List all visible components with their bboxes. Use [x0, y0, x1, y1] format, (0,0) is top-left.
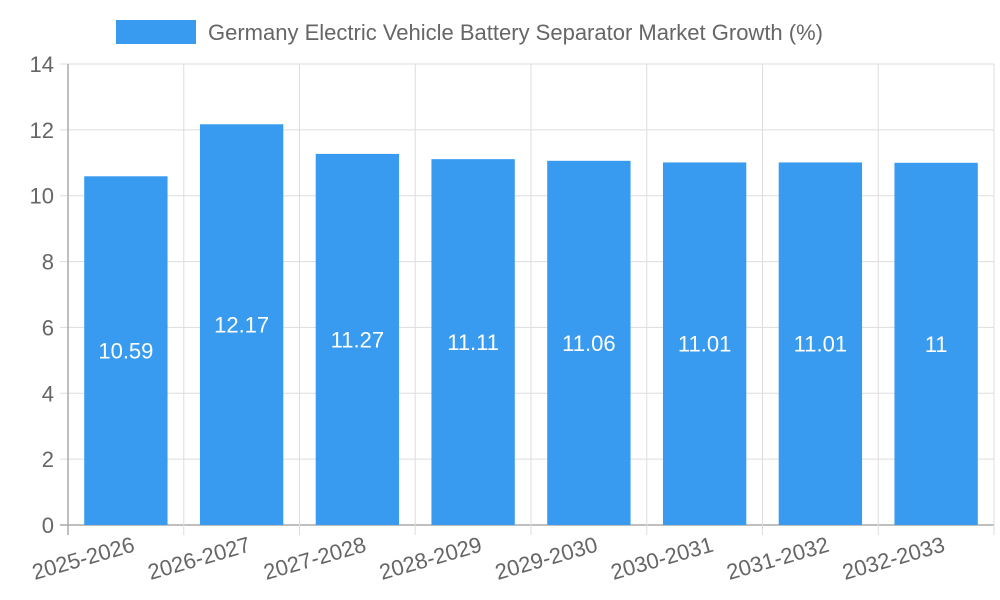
bar[interactable] — [84, 176, 168, 525]
x-tick-label: 2030-2031 — [608, 532, 716, 585]
bar-value-label: 11.01 — [794, 332, 847, 357]
bar-value-label: 11.06 — [562, 331, 615, 356]
x-tick-label: 2025-2026 — [29, 532, 137, 585]
bar-value-label: 11.27 — [331, 327, 384, 352]
bar[interactable] — [431, 159, 515, 525]
x-axis: 2025-2026 2026-2027 2027-2028 2028-2029 2029… — [29, 532, 947, 585]
legend[interactable]: Germany Electric Vehicle Battery Separat… — [116, 20, 823, 45]
bar[interactable] — [315, 153, 400, 525]
legend-label[interactable]: Germany Electric Vehicle Battery Separat… — [208, 20, 823, 45]
bar-value-label: 12.17 — [214, 313, 269, 338]
x-tick-label: 2028-2029 — [376, 532, 484, 585]
bar-value-label: 11 — [925, 332, 948, 357]
y-tick-label: 14 — [30, 52, 54, 77]
y-axis: 0 2 4 6 8 10 12 14 — [30, 52, 54, 538]
bar-data-labels: 10.59 12.17 11.27 11.11 11.06 11.01 11.01 11 — [98, 313, 947, 364]
x-tick-label: 2026-2027 — [145, 532, 253, 585]
y-tick-label: 8 — [42, 250, 54, 275]
bar[interactable] — [778, 162, 863, 525]
bar-value-label: 10.59 — [98, 339, 153, 364]
x-tick-label: 2027-2028 — [261, 532, 369, 585]
bar-series — [84, 124, 978, 526]
bar-value-label: 11.11 — [447, 330, 499, 355]
legend-swatch[interactable] — [116, 20, 196, 44]
y-tick-label: 2 — [42, 447, 54, 472]
y-tick-label: 6 — [42, 315, 54, 340]
bar[interactable] — [894, 162, 978, 526]
y-tick-label: 10 — [30, 184, 54, 209]
bar[interactable] — [547, 160, 631, 525]
x-tick-label: 2032-2033 — [839, 532, 947, 585]
y-tick-label: 0 — [42, 513, 54, 538]
bar-value-label: 11.01 — [678, 332, 731, 357]
x-tick-label: 2029-2030 — [492, 532, 600, 585]
y-tick-label: 4 — [42, 381, 54, 406]
y-tick-label: 12 — [30, 118, 54, 143]
bar[interactable] — [199, 124, 284, 526]
bar[interactable] — [662, 162, 747, 525]
x-tick-label: 2031-2032 — [724, 532, 832, 585]
